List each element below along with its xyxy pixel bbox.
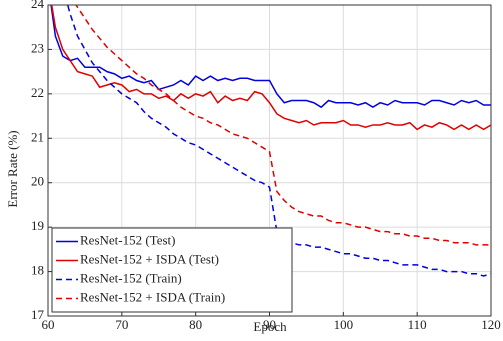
y-tick-label: 24 bbox=[31, 0, 45, 11]
legend-label: ResNet-152 + ISDA (Train) bbox=[80, 289, 225, 304]
series-line bbox=[50, 5, 491, 131]
x-tick-label: 60 bbox=[42, 317, 55, 332]
series-line bbox=[66, 5, 491, 277]
y-tick-label: 19 bbox=[31, 218, 44, 233]
y-axis-label: Error Rate (%) bbox=[5, 130, 20, 207]
x-tick-label: 100 bbox=[334, 317, 354, 332]
legend-label: ResNet-152 (Test) bbox=[80, 232, 175, 247]
legend-label: ResNet-152 + ISDA (Test) bbox=[80, 251, 219, 266]
series-line bbox=[75, 5, 491, 246]
legend: ResNet-152 (Test) ResNet-152 + ISDA (Test… bbox=[51, 227, 293, 313]
series-line bbox=[50, 5, 491, 109]
x-tick-label: 70 bbox=[115, 317, 128, 332]
legend-box bbox=[51, 227, 293, 313]
plot-frame bbox=[47, 4, 492, 317]
y-tick-label: 18 bbox=[31, 263, 44, 278]
x-tick-label: 120 bbox=[481, 317, 501, 332]
x-tick-label: 110 bbox=[408, 317, 427, 332]
y-tick-label: 21 bbox=[31, 129, 44, 144]
y-tick-label: 22 bbox=[31, 85, 44, 100]
x-tick-label: 80 bbox=[189, 317, 202, 332]
x-tick-label: 90 bbox=[263, 317, 276, 332]
x-axis-label: Epoch bbox=[253, 319, 287, 334]
y-tick-label: 20 bbox=[31, 174, 44, 189]
legend-label: ResNet-152 (Train) bbox=[80, 270, 182, 285]
y-tick-label: 17 bbox=[31, 307, 45, 322]
plot-area bbox=[50, 5, 491, 277]
y-tick-label: 23 bbox=[31, 40, 44, 55]
